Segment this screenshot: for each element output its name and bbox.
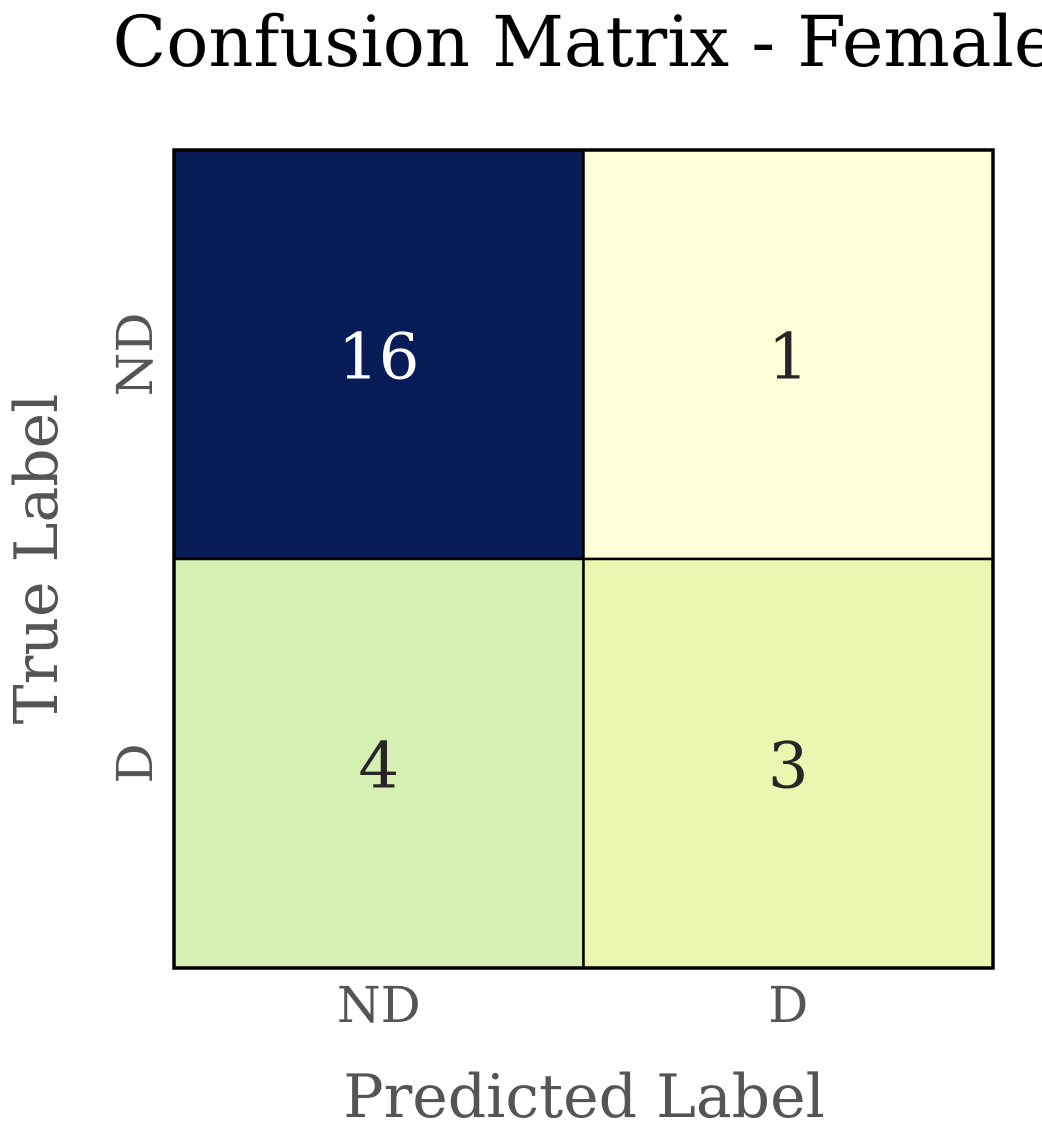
x-tick-label-d: D	[768, 976, 808, 1034]
cell-annotations: 16 1 4 3	[338, 321, 809, 804]
x-tick-label-nd: ND	[337, 976, 421, 1034]
heatmap-cell-nd-nd	[172, 148, 585, 561]
y-tick-labels: ND D	[106, 313, 164, 784]
cell-value-d-nd: 4	[358, 730, 399, 804]
heatmap-cell-nd-d	[582, 148, 995, 561]
heatmap-cell-d-nd	[172, 557, 585, 970]
y-axis-label: True Label	[2, 394, 72, 725]
matrix-frame	[172, 148, 995, 970]
cell-value-nd-d: 1	[768, 321, 809, 395]
heatmap-cells	[172, 148, 995, 970]
heatmap-cell-d-d	[582, 557, 995, 970]
y-tick-label-d: D	[106, 743, 164, 783]
x-tick-labels: ND D	[337, 976, 808, 1034]
chart-title: Confusion Matrix - Female	[113, 1, 1042, 83]
cell-value-nd-nd: 16	[338, 321, 419, 395]
cell-value-d-d: 3	[768, 730, 809, 804]
x-axis-label: Predicted Label	[343, 1062, 825, 1132]
y-tick-label-nd: ND	[106, 313, 164, 397]
